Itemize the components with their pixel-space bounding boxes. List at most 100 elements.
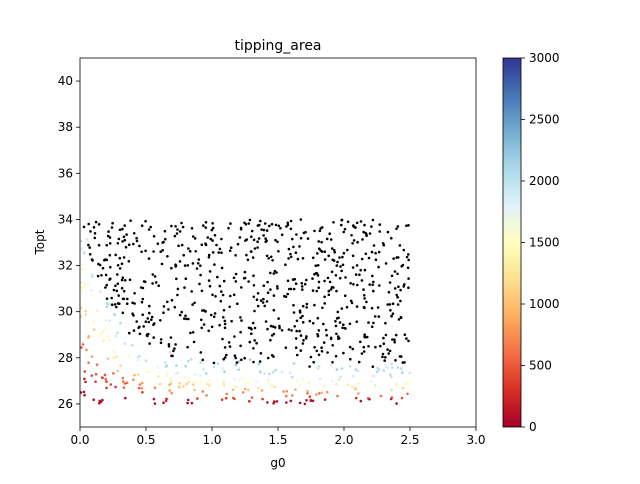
scatter-point <box>252 284 256 287</box>
scatter-point <box>265 300 269 303</box>
scatter-point <box>308 319 312 323</box>
scatter-point <box>162 305 166 308</box>
scatter-point <box>294 251 298 254</box>
scatter-point <box>147 332 150 336</box>
scatter-point <box>274 368 277 372</box>
scatter-point <box>301 377 304 381</box>
scatter-point <box>152 323 155 327</box>
scatter-point <box>362 350 366 353</box>
scatter-point <box>121 240 124 243</box>
scatter-point <box>396 225 400 228</box>
scatter-point <box>177 244 180 248</box>
scatter-point <box>136 358 140 362</box>
scatter-point <box>374 345 377 349</box>
scatter-point <box>312 360 316 364</box>
scatter-point <box>266 401 269 404</box>
scatter-point <box>311 321 315 325</box>
scatter-point <box>250 229 254 233</box>
scatter-point <box>127 355 131 358</box>
scatter-point <box>193 301 196 305</box>
scatter-point <box>117 237 121 241</box>
scatter-point <box>395 293 399 297</box>
scatter-point <box>93 236 97 240</box>
scatter-point <box>140 250 143 254</box>
scatter-point <box>382 243 386 247</box>
scatter-point <box>114 253 117 257</box>
x-tick-label: 3.0 <box>466 433 485 447</box>
scatter-point <box>222 381 225 384</box>
scatter-point <box>407 339 410 343</box>
scatter-point <box>249 326 252 330</box>
scatter-point <box>335 332 338 336</box>
scatter-point <box>201 309 204 312</box>
scatter-point <box>311 256 315 260</box>
scatter-point <box>138 355 141 358</box>
scatter-point <box>274 238 277 242</box>
scatter-point <box>407 253 410 256</box>
scatter-point <box>174 343 177 346</box>
scatter-point <box>108 236 112 239</box>
scatter-point <box>166 254 169 258</box>
scatter-point <box>211 222 214 225</box>
scatter-point <box>343 326 347 330</box>
scatter-point <box>301 288 304 291</box>
scatter-point <box>348 345 352 349</box>
scatter-point <box>156 366 159 369</box>
scatter-point <box>205 394 208 397</box>
scatter-point <box>384 356 387 359</box>
scatter-point <box>285 401 288 404</box>
scatter-point <box>186 398 190 402</box>
scatter-point <box>372 289 375 293</box>
scatter-point <box>96 309 99 312</box>
scatter-point <box>407 224 410 227</box>
scatter-point <box>204 226 207 229</box>
scatter-point <box>187 247 190 250</box>
scatter-point <box>352 283 355 286</box>
scatter-point <box>396 272 399 276</box>
scatter-point <box>334 274 338 277</box>
scatter-point <box>404 382 408 386</box>
scatter-point <box>105 305 109 309</box>
scatter-point <box>382 336 385 340</box>
scatter-point <box>394 359 397 362</box>
scatter-point <box>309 355 313 359</box>
scatter-point <box>326 351 329 354</box>
scatter-point <box>242 377 245 381</box>
scatter-point <box>403 283 406 286</box>
scatter-point <box>292 287 296 291</box>
scatter-point <box>221 367 225 370</box>
scatter-point <box>332 221 335 224</box>
scatter-point <box>133 292 136 295</box>
scatter-point <box>363 297 366 300</box>
scatter-point <box>301 321 305 324</box>
scatter-point <box>81 343 85 346</box>
scatter-point <box>138 383 142 386</box>
scatter-point <box>387 352 391 355</box>
scatter-point <box>393 270 397 273</box>
scatter-point <box>103 373 107 377</box>
scatter-point <box>375 370 379 374</box>
scatter-point <box>289 371 292 375</box>
scatter-point <box>90 258 94 261</box>
scatter-point <box>287 328 291 331</box>
scatter-point <box>320 391 324 395</box>
scatter-point <box>204 242 207 245</box>
scatter-point <box>266 280 269 284</box>
scatter-point <box>293 277 297 281</box>
scatter-point <box>240 319 243 322</box>
scatter-point <box>147 257 151 260</box>
scatter-point <box>359 268 363 272</box>
scatter-point <box>340 223 343 227</box>
scatter-point <box>265 239 268 242</box>
scatter-point <box>213 312 217 315</box>
scatter-point <box>290 329 293 332</box>
colorbar-axis: 0 500 1000 1500 2000 2500 3000 <box>521 51 560 434</box>
scatter-point <box>178 382 181 385</box>
scatter-point <box>105 243 108 247</box>
scatter-point <box>188 250 192 253</box>
y-tick-label: 40 <box>58 74 73 88</box>
scatter-point <box>157 375 160 378</box>
scatter-point <box>341 263 345 267</box>
scatter-point <box>116 273 119 276</box>
